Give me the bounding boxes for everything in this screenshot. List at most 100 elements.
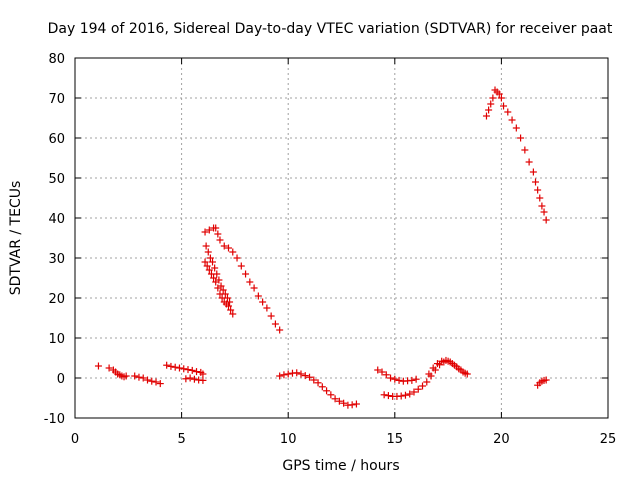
data-point bbox=[211, 264, 219, 272]
data-point bbox=[340, 399, 348, 407]
data-point bbox=[143, 376, 151, 384]
data-point bbox=[463, 370, 471, 378]
data-point bbox=[487, 100, 495, 108]
data-point bbox=[254, 292, 262, 300]
data-point bbox=[219, 286, 227, 294]
data-point bbox=[148, 377, 156, 385]
y-tick-label: 70 bbox=[48, 92, 65, 107]
data-point bbox=[414, 385, 422, 393]
data-point bbox=[495, 90, 503, 98]
y-tick-label: 30 bbox=[48, 252, 65, 267]
y-tick-label: 60 bbox=[48, 132, 65, 147]
data-point bbox=[246, 278, 254, 286]
data-point bbox=[532, 178, 540, 186]
data-point bbox=[175, 364, 183, 372]
data-point bbox=[152, 378, 160, 386]
data-point bbox=[335, 397, 343, 405]
data-point bbox=[220, 242, 228, 250]
data-point bbox=[378, 368, 386, 376]
data-point bbox=[293, 369, 301, 377]
data-point bbox=[529, 168, 537, 176]
grid-lines bbox=[75, 58, 608, 418]
data-point bbox=[259, 298, 267, 306]
data-point bbox=[94, 362, 102, 370]
data-point bbox=[508, 116, 516, 124]
data-point bbox=[202, 242, 210, 250]
data-point bbox=[216, 236, 224, 244]
data-point bbox=[536, 194, 544, 202]
data-point bbox=[201, 228, 209, 236]
plot-frame bbox=[74, 57, 609, 419]
series-arc8 bbox=[276, 369, 360, 409]
data-point bbox=[267, 312, 275, 320]
data-point bbox=[433, 360, 441, 368]
data-point bbox=[489, 94, 497, 102]
data-point bbox=[406, 390, 414, 398]
data-point bbox=[301, 372, 309, 380]
x-tick-label: 0 bbox=[71, 432, 79, 447]
data-point bbox=[314, 379, 322, 387]
data-point bbox=[348, 401, 356, 409]
data-point bbox=[225, 244, 233, 252]
data-point bbox=[203, 262, 211, 270]
series-arc4 bbox=[182, 374, 207, 384]
y-tick-label: 40 bbox=[48, 212, 65, 227]
data-point bbox=[387, 374, 395, 382]
data-point bbox=[538, 202, 546, 210]
axis-ticks bbox=[74, 57, 609, 419]
data-point bbox=[497, 94, 505, 102]
series-arc7 bbox=[201, 224, 284, 334]
data-point bbox=[184, 366, 192, 374]
data-point bbox=[504, 108, 512, 116]
data-point bbox=[171, 363, 179, 371]
data-point bbox=[540, 208, 548, 216]
data-point bbox=[229, 248, 237, 256]
data-point bbox=[410, 388, 418, 396]
data-point bbox=[205, 266, 213, 274]
data-point bbox=[429, 364, 437, 372]
data-point bbox=[306, 373, 314, 381]
data-point bbox=[122, 372, 130, 380]
data-point bbox=[408, 376, 416, 384]
data-point bbox=[250, 284, 258, 292]
data-point bbox=[229, 310, 237, 318]
data-point bbox=[450, 361, 458, 369]
x-tick-label: 20 bbox=[493, 432, 510, 447]
series-arc13 bbox=[534, 376, 550, 389]
series-arc12 bbox=[482, 86, 550, 224]
data-point bbox=[352, 400, 360, 408]
y-tick-label: 20 bbox=[48, 292, 65, 307]
data-point bbox=[446, 358, 454, 366]
data-point bbox=[542, 216, 550, 224]
chart-title: Day 194 of 2016, Sidereal Day-to-day VTE… bbox=[48, 21, 613, 37]
data-point bbox=[331, 395, 339, 403]
data-point bbox=[226, 298, 234, 306]
x-tick-labels: 0 5 10 15 20 25 bbox=[71, 432, 616, 447]
data-point bbox=[199, 370, 207, 378]
data-point bbox=[327, 391, 335, 399]
data-point bbox=[135, 373, 143, 381]
data-point bbox=[397, 392, 405, 400]
data-point bbox=[284, 370, 292, 378]
data-point bbox=[323, 387, 331, 395]
x-tick-label: 10 bbox=[280, 432, 297, 447]
series-arc6 bbox=[202, 242, 234, 306]
data-point bbox=[485, 106, 493, 114]
data-point bbox=[412, 375, 420, 383]
data-point bbox=[188, 366, 196, 374]
x-tick-label: 5 bbox=[177, 432, 185, 447]
data-point bbox=[525, 158, 533, 166]
data-point bbox=[459, 368, 467, 376]
x-axis-label: GPS time / hours bbox=[282, 458, 399, 474]
data-point bbox=[242, 270, 250, 278]
y-tick-label: 50 bbox=[48, 172, 65, 187]
data-point bbox=[401, 391, 409, 399]
data-point bbox=[438, 357, 446, 365]
data-point bbox=[167, 362, 175, 370]
data-point bbox=[521, 146, 529, 154]
data-point bbox=[425, 370, 433, 378]
data-point bbox=[374, 366, 382, 374]
data-point bbox=[186, 374, 194, 382]
series-arc3 bbox=[163, 361, 207, 378]
data-point bbox=[199, 376, 207, 384]
